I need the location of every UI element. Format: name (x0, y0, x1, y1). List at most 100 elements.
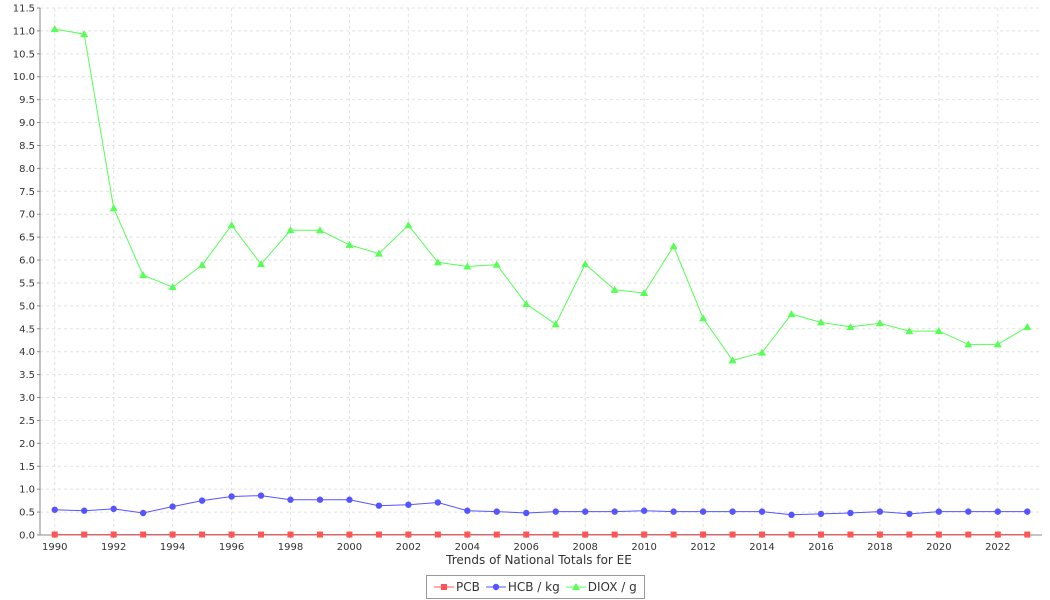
data-point-pcb (140, 531, 147, 538)
y-tick-label: 9.0 (19, 118, 35, 129)
data-point-pcb (258, 531, 265, 538)
data-point-hcb-kg (1024, 508, 1031, 515)
x-tick-label: 2006 (514, 542, 539, 553)
data-point-pcb (817, 531, 824, 538)
data-point-pcb (847, 531, 854, 538)
data-point-diox-g (315, 226, 324, 234)
data-point-diox-g (463, 262, 472, 270)
y-tick-label: 6.0 (19, 256, 35, 267)
x-tick-label: 2004 (455, 542, 480, 553)
data-point-hcb-kg (316, 496, 324, 503)
data-point-hcb-kg (788, 511, 795, 519)
data-point-pcb (228, 531, 235, 538)
data-point-pcb (346, 531, 353, 538)
y-tick-label: 0.5 (19, 508, 35, 519)
data-point-diox-g (227, 221, 236, 229)
data-point-diox-g (492, 260, 501, 268)
data-point-hcb-kg (169, 503, 176, 510)
data-point-hcb-kg (493, 508, 500, 515)
y-tick-label: 4.5 (19, 324, 35, 335)
y-tick-label: 8.0 (19, 164, 35, 175)
y-tick-label: 3.0 (19, 393, 35, 404)
data-point-hcb-kg (257, 492, 265, 499)
y-tick-label: 7.5 (19, 187, 35, 198)
data-point-hcb-kg (640, 507, 648, 514)
data-point-pcb (493, 531, 500, 538)
data-point-hcb-kg (906, 510, 913, 518)
data-point-diox-g (522, 300, 531, 308)
y-tick-label: 6.5 (19, 233, 35, 244)
legend-label-diox-g: DIOX / g (587, 580, 637, 594)
data-point-hcb-kg (994, 508, 1001, 515)
data-point-hcb-kg (582, 508, 589, 515)
data-point-diox-g (551, 320, 560, 328)
data-point-diox-g (993, 340, 1002, 348)
data-point-diox-g (286, 226, 295, 234)
x-axis-label: Trends of National Totals for EE (445, 553, 632, 567)
data-point-pcb (788, 531, 795, 538)
y-tick-label: 11.0 (13, 26, 35, 37)
data-point-pcb (199, 531, 206, 538)
data-point-pcb (906, 531, 913, 538)
data-point-hcb-kg (817, 510, 825, 518)
y-tick-label: 1.0 (19, 485, 35, 496)
data-point-hcb-kg (375, 502, 383, 509)
data-point-pcb (935, 531, 942, 538)
legend-swatch-hcb-kg (485, 583, 506, 591)
data-point-diox-g (257, 260, 266, 268)
series-hcb-kg (51, 492, 1031, 519)
data-point-diox-g (139, 271, 148, 279)
y-tick-label: 5.0 (19, 301, 35, 312)
x-tick-label: 2002 (396, 542, 421, 553)
y-tick-label: 2.0 (19, 439, 35, 450)
data-point-diox-g (758, 348, 767, 356)
x-tick-label: 2016 (808, 542, 833, 553)
data-point-diox-g (934, 327, 943, 335)
x-tick-label: 2022 (985, 542, 1010, 553)
data-point-hcb-kg (51, 506, 58, 513)
data-point-hcb-kg (405, 501, 412, 508)
data-point-hcb-kg (670, 508, 677, 515)
data-point-pcb (316, 531, 323, 538)
series-pcb (51, 531, 1031, 538)
data-point-hcb-kg (110, 505, 117, 513)
legend: PCB HCB / kg DIOX / g (426, 575, 645, 599)
data-point-diox-g (404, 221, 413, 229)
data-point-hcb-kg (935, 508, 943, 515)
data-point-diox-g (610, 285, 619, 293)
x-tick-label: 1990 (42, 542, 67, 553)
data-point-hcb-kg (758, 508, 766, 515)
data-point-hcb-kg (464, 507, 471, 514)
data-point-pcb (552, 531, 559, 538)
series-line-hcb-kg (54, 495, 1028, 516)
data-point-pcb (611, 531, 618, 538)
x-tick-label: 2014 (749, 542, 774, 553)
data-point-hcb-kg (81, 507, 88, 514)
data-point-pcb (434, 531, 441, 538)
x-tick-label: 2020 (926, 542, 951, 553)
data-point-diox-g (109, 204, 118, 212)
data-point-pcb (965, 531, 972, 538)
data-point-pcb (876, 531, 883, 538)
y-tick-label: 10.0 (13, 72, 35, 83)
y-tick-label: 9.5 (19, 95, 35, 106)
data-point-diox-g (345, 240, 354, 248)
data-point-diox-g (640, 289, 649, 297)
data-point-diox-g (728, 356, 737, 364)
x-axis-ticks: 1990 1992 1994 1996 1998 2000 2002 2004 2006 2008… (42, 535, 1011, 553)
data-point-diox-g (875, 319, 884, 327)
data-point-pcb (169, 531, 176, 538)
data-point-hcb-kg (965, 508, 972, 515)
data-point-hcb-kg (611, 508, 618, 515)
y-tick-label: 8.5 (19, 141, 35, 152)
x-tick-label: 1992 (101, 542, 126, 553)
legend-swatch-diox-g (565, 583, 586, 590)
data-point-diox-g (433, 258, 442, 266)
data-point-diox-g (80, 30, 89, 38)
y-tick-label: 4.0 (19, 347, 35, 358)
data-point-pcb (670, 531, 677, 538)
series-line-diox-g (54, 28, 1028, 361)
data-point-hcb-kg (523, 509, 530, 517)
data-point-diox-g (846, 322, 855, 330)
data-point-pcb (405, 531, 412, 538)
